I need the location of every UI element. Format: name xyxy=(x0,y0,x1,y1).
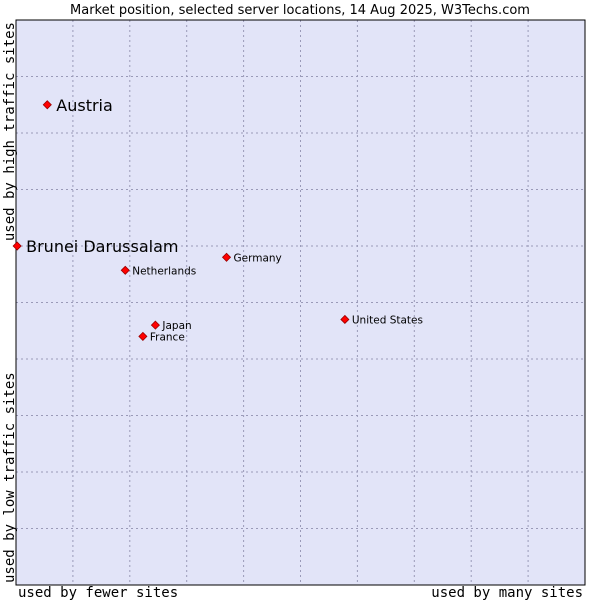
point-marker-france xyxy=(138,331,148,341)
point-brunei-darussalam: Brunei Darussalam xyxy=(12,237,179,256)
point-netherlands: Netherlands xyxy=(120,265,196,277)
chart-title: Market position, selected server locatio… xyxy=(70,3,530,18)
y-axis-label-top: used by high traffic sites xyxy=(2,22,18,241)
point-label-germany: Germany xyxy=(234,252,282,264)
point-marker-brunei-darussalam xyxy=(12,241,22,251)
point-france: France xyxy=(138,331,185,343)
point-united-states: United States xyxy=(340,314,423,326)
point-germany: Germany xyxy=(221,252,282,264)
point-marker-united-states xyxy=(340,314,350,325)
point-marker-austria xyxy=(42,100,52,110)
point-label-france: France xyxy=(150,331,185,343)
point-label-austria: Austria xyxy=(56,96,113,115)
point-label-japan: Japan xyxy=(161,320,191,332)
point-label-united-states: United States xyxy=(352,314,423,326)
data-points: Austria Brunei Darussalam Germany Netherlan… xyxy=(12,96,423,343)
point-marker-germany xyxy=(221,252,232,262)
point-label-brunei-darussalam: Brunei Darussalam xyxy=(26,237,178,256)
grid xyxy=(16,20,585,585)
point-label-netherlands: Netherlands xyxy=(132,265,196,277)
y-axis-label-bottom: used by low traffic sites xyxy=(2,372,18,583)
plot-frame xyxy=(15,19,586,586)
point-marker-japan xyxy=(150,320,160,330)
point-japan: Japan xyxy=(150,320,192,332)
x-axis-label-left: used by fewer sites xyxy=(18,585,178,600)
point-austria: Austria xyxy=(42,96,113,115)
point-marker-netherlands xyxy=(120,265,130,275)
x-axis-label-right: used by many sites xyxy=(431,585,583,600)
